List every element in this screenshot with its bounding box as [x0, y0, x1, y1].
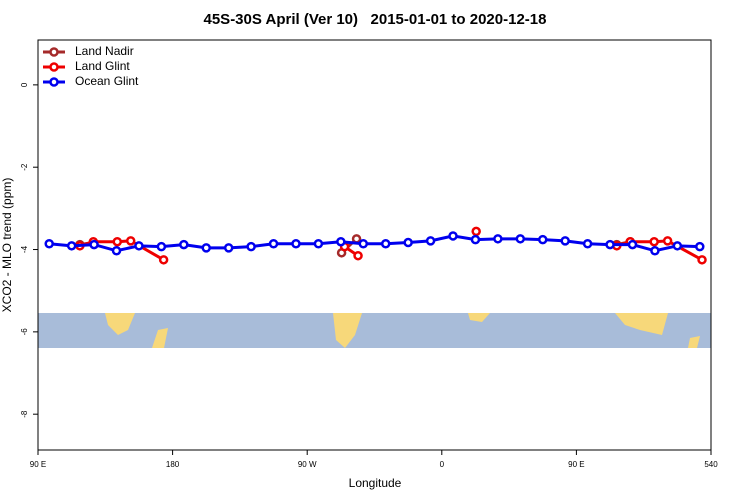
legend-label: Land Nadir	[75, 44, 134, 58]
x-axis-label: Longitude	[349, 476, 402, 490]
point	[291, 239, 301, 249]
plot-frame	[37, 39, 712, 451]
point	[650, 246, 660, 256]
point	[380, 239, 391, 249]
point	[268, 239, 279, 249]
point	[697, 255, 707, 265]
y-tick-label: -8	[20, 410, 29, 418]
y-tick-label: -6	[20, 328, 29, 336]
chart-title: 45S-30S April (Ver 10) 2015-01-01 to 202…	[204, 11, 547, 28]
point	[471, 226, 481, 237]
point	[560, 236, 570, 246]
map-band	[38, 313, 711, 348]
legend-marker	[49, 77, 59, 87]
point	[649, 236, 659, 247]
legend-label: Ocean Glint	[75, 74, 139, 88]
point	[44, 239, 54, 249]
legend-marker	[49, 47, 59, 57]
point	[125, 236, 136, 246]
point	[336, 236, 346, 247]
point	[425, 236, 436, 246]
point	[246, 241, 256, 252]
x-tick-label: 90 W	[298, 460, 317, 469]
point	[627, 239, 638, 250]
point	[112, 236, 123, 247]
point	[358, 239, 369, 249]
point	[470, 234, 481, 245]
continents	[105, 313, 700, 348]
point	[158, 255, 169, 265]
x-tick-label: 90 E	[568, 460, 584, 469]
point	[66, 241, 77, 251]
point	[448, 231, 458, 241]
point	[156, 241, 167, 252]
point	[353, 250, 363, 261]
point	[515, 234, 526, 244]
point	[351, 234, 362, 244]
point	[582, 239, 593, 249]
point	[672, 241, 683, 251]
legend-label: Land Glint	[75, 59, 130, 73]
y-tick-label: 0	[20, 82, 29, 87]
x-tick-label: 180	[166, 460, 180, 469]
point	[493, 234, 503, 244]
point	[134, 241, 144, 251]
point	[89, 239, 99, 250]
x-tick-label: 540	[704, 460, 718, 469]
point	[179, 239, 189, 250]
point	[605, 239, 615, 250]
x-tick-label: 0	[440, 460, 445, 469]
point	[201, 243, 211, 253]
point	[223, 243, 234, 253]
point	[403, 237, 413, 248]
point	[662, 236, 673, 246]
y-tick-label: -4	[20, 245, 29, 253]
point	[695, 241, 705, 252]
point	[313, 239, 324, 249]
y-axis-label: XCO2 - MLO trend (ppm)	[0, 178, 14, 313]
x-tick-label: 90 E	[30, 460, 46, 469]
point	[111, 246, 122, 256]
point	[538, 234, 548, 245]
y-tick-label: -2	[20, 163, 29, 171]
legend-marker	[49, 62, 59, 72]
